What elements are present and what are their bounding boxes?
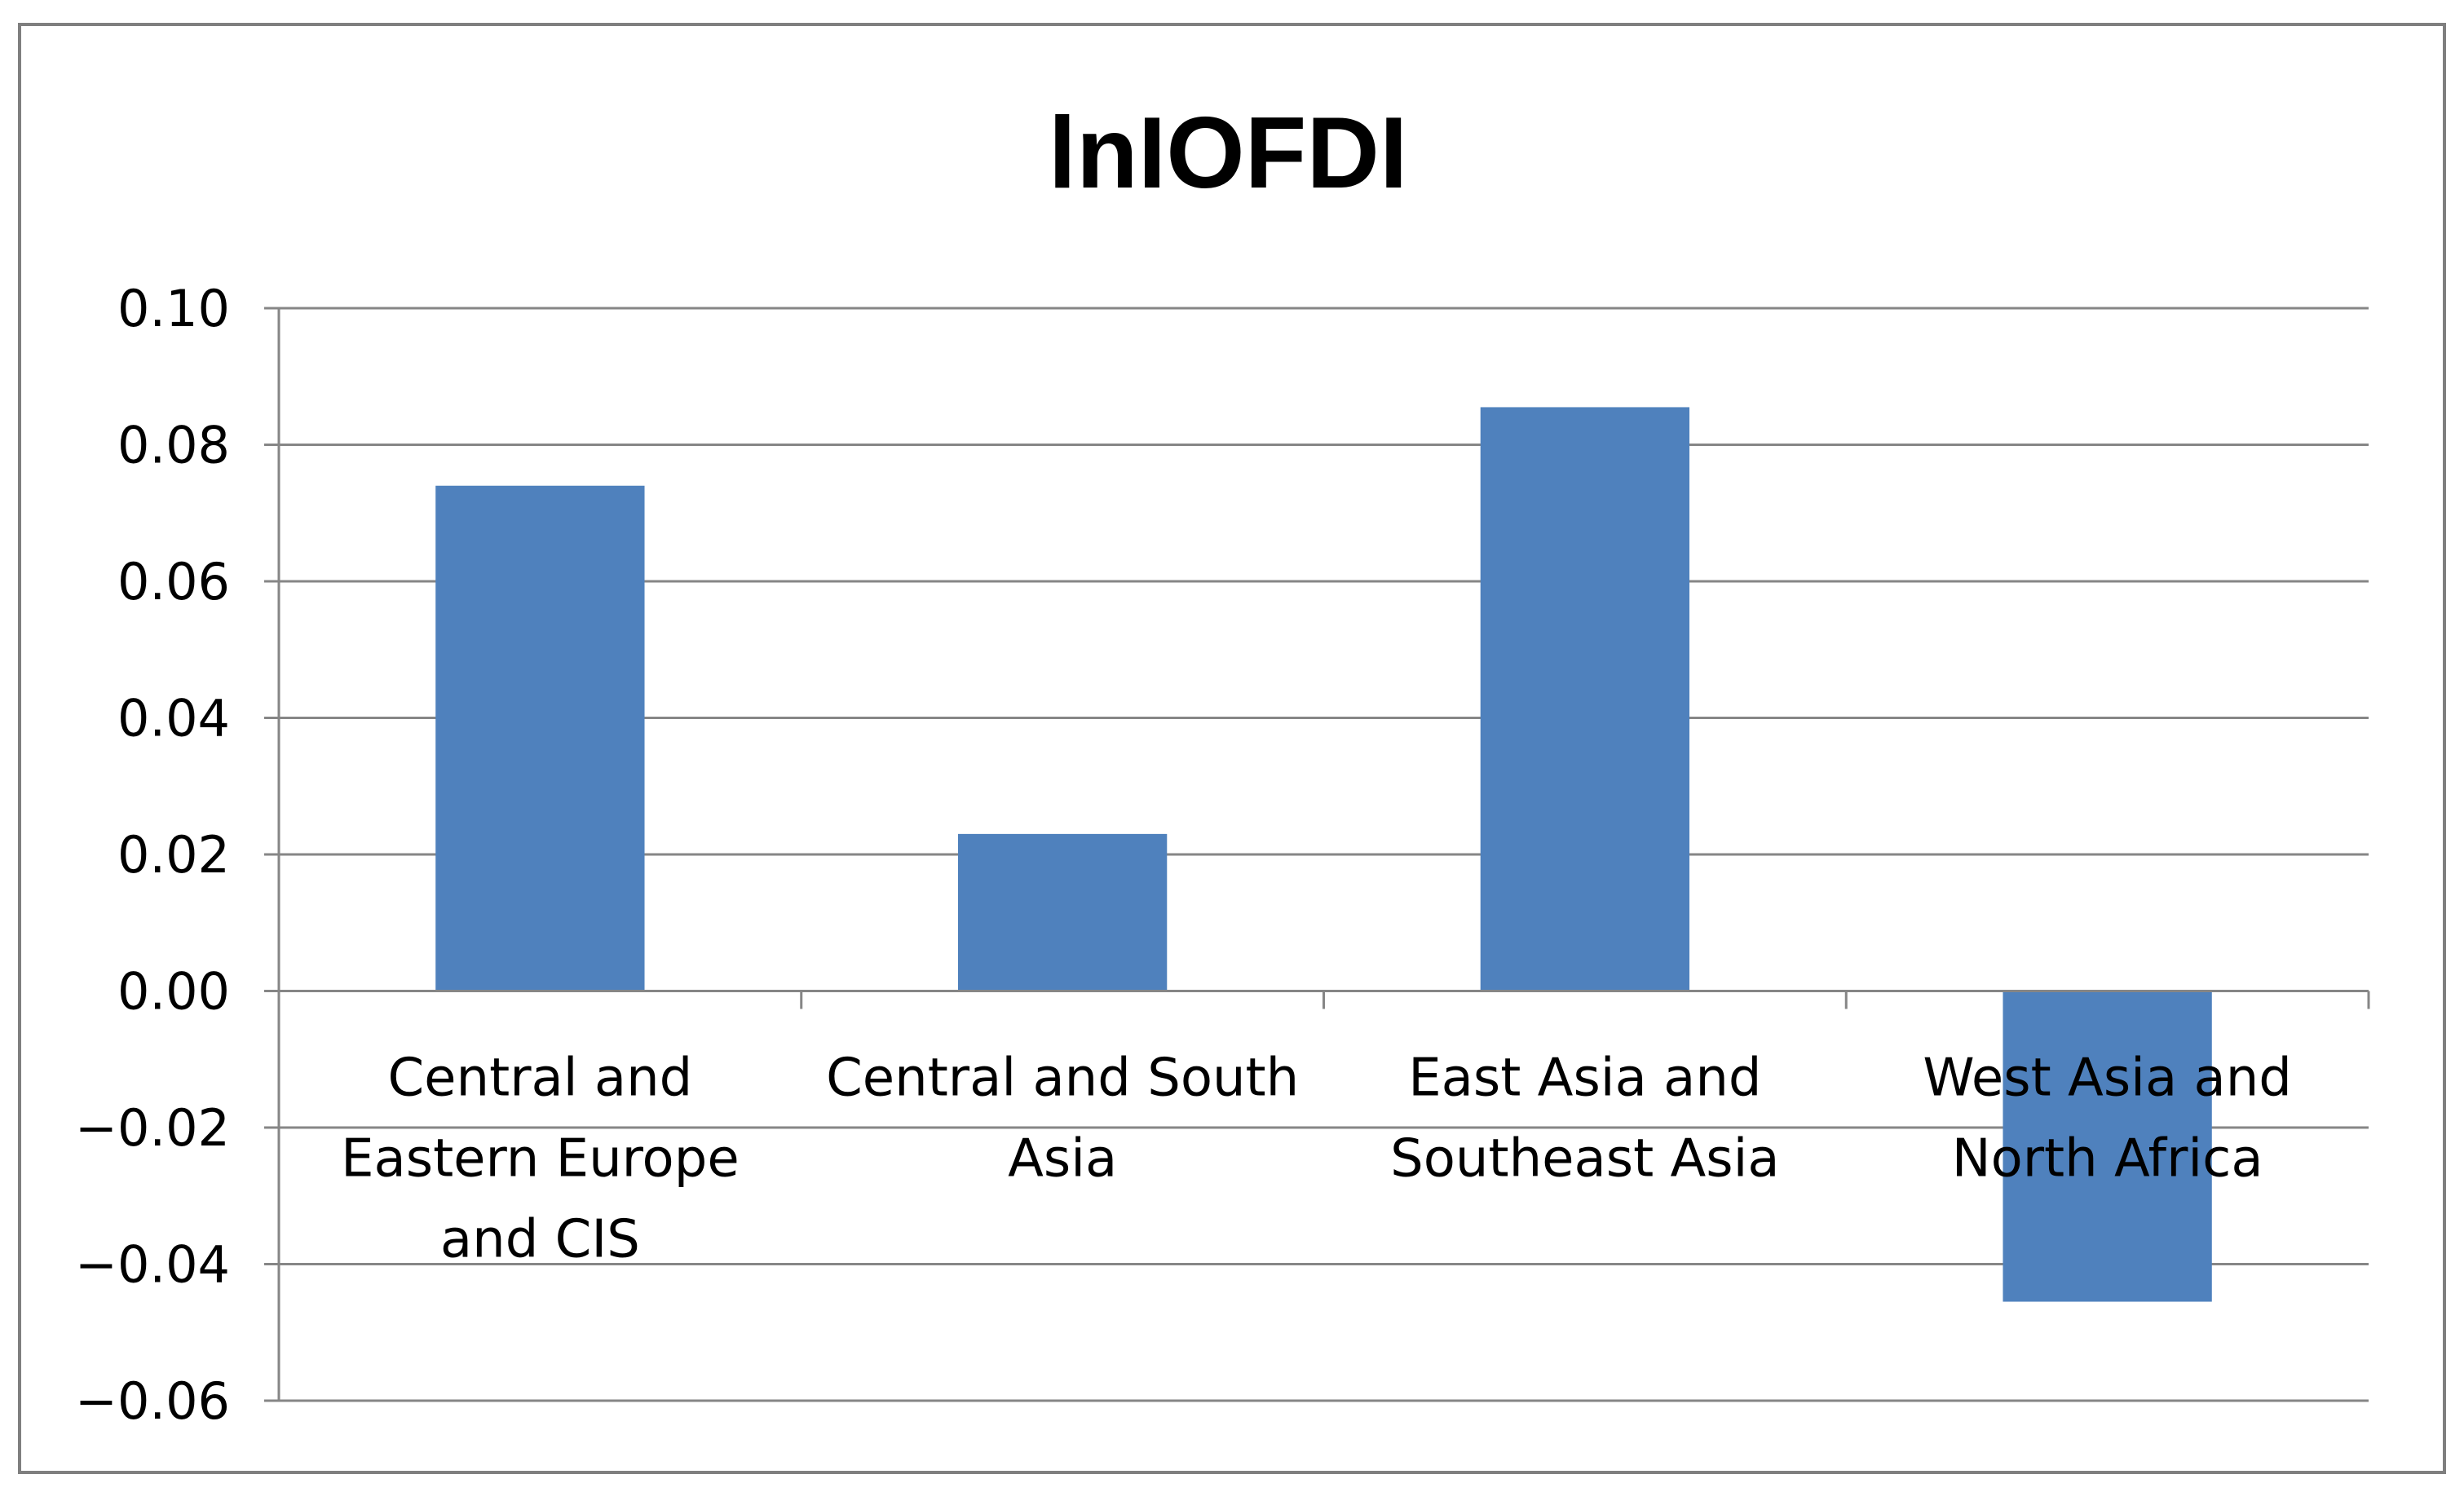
category-label-line: Central and — [387, 1048, 692, 1109]
category-labels: Central and Eastern Europe and CISCentral … — [341, 1048, 2292, 1270]
category-label-line: North Africa — [1952, 1129, 2263, 1190]
y-tick-label: −0.04 — [75, 1235, 230, 1295]
y-tick-label: 0.10 — [117, 279, 230, 338]
y-tick-label: 0.06 — [117, 552, 230, 611]
y-tick-label: 0.00 — [117, 962, 230, 1022]
category-label: East Asia and Southeast Asia — [1390, 1048, 1780, 1190]
y-tick-label: 0.02 — [117, 825, 230, 885]
category-label-line: West Asia and — [1923, 1048, 2292, 1109]
category-label-line: Eastern Europe — [341, 1129, 740, 1190]
axes — [264, 307, 2370, 1402]
y-tick-label: 0.08 — [117, 416, 230, 475]
y-tick-label: 0.04 — [117, 689, 230, 748]
bar — [957, 833, 1168, 991]
category-label: Central and Eastern Europe and CIS — [341, 1048, 740, 1270]
bar — [2003, 991, 2212, 1302]
y-tick-labels: 0.10 0.08 0.06 0.04 0.02 0.00 −0.02 −0.04 −0.06 — [75, 279, 230, 1431]
category-label-line: East Asia and — [1408, 1048, 1761, 1109]
category-label: West Asia and North Africa — [1923, 1048, 2292, 1190]
category-label: Central and South Asia — [826, 1048, 1299, 1190]
bars — [435, 407, 2212, 1302]
y-tick-label: −0.02 — [75, 1098, 230, 1158]
category-label-line: Asia — [1008, 1129, 1117, 1190]
bar — [435, 485, 645, 991]
category-label-line: Central and South — [826, 1048, 1299, 1109]
y-tick-label: −0.06 — [75, 1371, 230, 1431]
category-label-line: and CIS — [440, 1210, 640, 1270]
bar — [1480, 407, 1690, 991]
chart-title: lnIOFDI — [1049, 97, 1408, 210]
category-label-line: Southeast Asia — [1390, 1129, 1780, 1190]
